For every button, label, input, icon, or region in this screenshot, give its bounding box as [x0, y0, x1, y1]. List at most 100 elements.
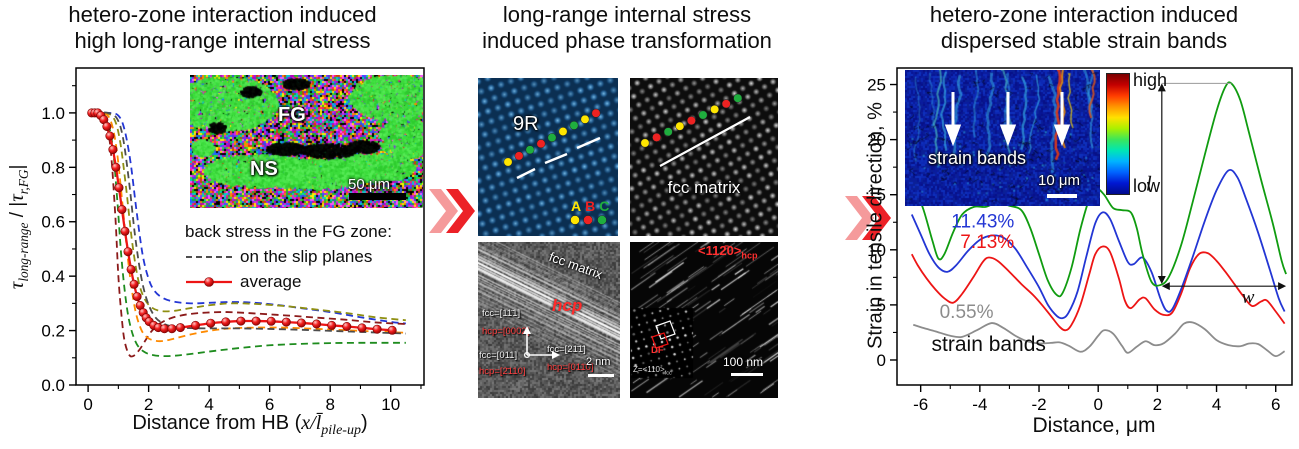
l-annotation: l	[1146, 172, 1152, 196]
series-strain-11-43	[910, 169, 1286, 320]
x-tick-label: 4	[204, 395, 213, 414]
strainmap-scalebar-label: 10 μm	[1038, 172, 1080, 189]
annotation-7-13-: 7.13%	[960, 232, 1014, 253]
data-marker	[206, 318, 216, 328]
hcp-direction-label: <112̄0>hcp	[698, 243, 758, 261]
axis-frame	[896, 67, 1293, 386]
stack-dot-B	[686, 116, 696, 126]
direction-sub: hcp	[741, 250, 758, 261]
dark-field-tem-image	[630, 242, 778, 398]
y-tick-label: 0.2	[41, 322, 65, 341]
fcc-stacking-overlay	[640, 93, 751, 167]
x-tick-label: 6	[1271, 395, 1280, 414]
arrowhead-right-icon	[1278, 282, 1287, 291]
stack-letter-b: B	[585, 198, 600, 214]
chevron-front	[446, 189, 475, 233]
data-marker	[108, 145, 118, 155]
stack-dot-C	[547, 133, 557, 143]
hcp-phase-label: hcp	[552, 296, 583, 315]
strain-colorbar	[1106, 73, 1130, 195]
data-marker	[120, 226, 130, 236]
y-tick-label: 0.4	[41, 267, 65, 286]
partial-dislocation-dash	[516, 167, 536, 180]
partial-dislocation-dash	[576, 136, 601, 150]
right-panel-title: hetero-zone interaction induced disperse…	[872, 2, 1296, 54]
data-marker	[327, 320, 337, 330]
fcc-direction-1: fcc=[11̄1]	[482, 308, 521, 319]
hcp-lamellae-hrtem-image	[478, 242, 620, 398]
stack-dot-A	[558, 127, 568, 136]
panel-arrow-icon-1	[429, 189, 475, 233]
x-tick-label: 8	[325, 395, 334, 414]
data-marker	[123, 247, 133, 257]
right-x-axis-label: Distance, μm	[1032, 414, 1156, 437]
colorbar-low-label: low	[1133, 176, 1161, 196]
annotation-0-55-: 0.55%	[940, 302, 994, 323]
arrowhead-left-icon	[1161, 282, 1170, 291]
hrtem-scalebar	[588, 374, 614, 377]
strain-map-image	[905, 70, 1100, 206]
right-title-line2: dispersed stable strain bands	[940, 28, 1228, 53]
series-strain-7-13	[910, 245, 1286, 332]
tau-long-range: τ	[4, 281, 29, 290]
left-x-axis-label: Distance from HB (x/l̄pile-up)	[70, 412, 430, 439]
data-marker	[114, 183, 124, 193]
data-marker	[111, 162, 121, 172]
tau-long-range-sub: long-range	[15, 222, 31, 282]
stack-dot-A	[710, 104, 720, 114]
series-group	[87, 108, 406, 358]
data-marker	[191, 320, 201, 330]
data-marker	[342, 321, 352, 331]
9r-haadf-image	[478, 78, 618, 236]
x-tick-label: 0	[83, 395, 92, 414]
data-marker	[387, 325, 397, 335]
stack-dot-C	[733, 93, 743, 103]
legend-item-average: average	[185, 272, 392, 292]
marker-line-sample	[186, 277, 232, 287]
back-stress-chart: 0 2 4 6 8 10 0.0 0.2 0.4 0.6 0.8 1.0	[41, 67, 425, 414]
xlabel-prefix: Distance from HB (	[132, 412, 302, 434]
middle-title-line2: induced phase transformation	[482, 28, 772, 53]
right-title-line1: hetero-zone interaction induced	[929, 2, 1239, 27]
ebsd-scalebar-label: 50 μm	[348, 176, 390, 193]
zone-axis-label: Z=<110>fcc	[633, 365, 672, 377]
fg-zone-label: FG	[278, 104, 306, 126]
fcc-stacking-dots	[640, 93, 743, 148]
left-panel-title: hetero-zone interaction induced high lon…	[15, 2, 430, 54]
data-marker	[102, 122, 112, 132]
left-title-line1: hetero-zone interaction induced	[68, 2, 377, 27]
9r-stacking-overlay	[503, 108, 607, 225]
x-tick-label: 4	[1212, 395, 1221, 414]
crystal-axes-icon	[523, 326, 560, 359]
9r-stacking-dots	[503, 108, 601, 167]
data-marker	[167, 324, 177, 334]
y-tick-label: 0.8	[41, 158, 65, 177]
annotation-strain-bands: strain bands	[932, 333, 1046, 356]
partial-dislocation-dash	[544, 152, 568, 165]
stack-dot-B	[514, 151, 524, 161]
stack-dot-B	[536, 139, 546, 149]
x-tick-label: 0	[1093, 395, 1102, 414]
strain-band-arrows-icon	[944, 92, 1071, 147]
stack-dot-B	[591, 108, 601, 118]
df-scalebar	[731, 373, 763, 376]
stack-dot-C	[569, 120, 579, 130]
arrowhead-up-icon	[1157, 83, 1166, 92]
legend-dot-A	[570, 215, 580, 225]
data-marker	[126, 264, 136, 274]
data-marker	[296, 318, 306, 328]
series-slip-green	[92, 111, 406, 358]
right-y-axis-label: Strain in tensile direction, %	[864, 102, 887, 349]
left-chart-legend: back stress in the FG zone: on the slip …	[185, 222, 392, 292]
x-tick-label: -4	[972, 395, 987, 414]
ns-zone-label: NS	[250, 158, 278, 180]
data-marker	[372, 324, 382, 334]
ylabel-end-bar: |	[7, 164, 29, 170]
y-tick-label: 20	[867, 131, 886, 150]
xlabel-suffix: )	[360, 412, 368, 434]
chevron-back	[429, 189, 458, 233]
stack-dot-A	[675, 121, 685, 131]
strainmap-scalebar	[1047, 194, 1077, 198]
y-tick-label: 1.0	[41, 104, 65, 123]
legend-dot-C	[597, 215, 607, 225]
